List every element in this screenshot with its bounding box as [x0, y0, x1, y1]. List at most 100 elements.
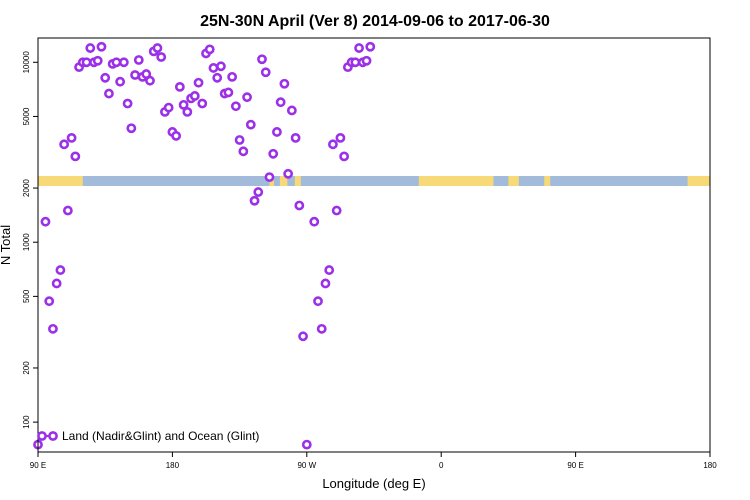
data-point	[260, 67, 271, 78]
legend-marker-right	[48, 431, 58, 441]
data-point	[189, 91, 200, 101]
data-point	[339, 151, 350, 162]
x-axis-ticks: 90 E 180 90 W 0 90 E 180	[30, 452, 717, 470]
data-point	[104, 88, 114, 99]
data-point	[331, 205, 342, 216]
data-point	[130, 70, 140, 80]
data-point	[163, 102, 174, 113]
y-tick-label: 500	[22, 289, 31, 303]
data-point	[290, 132, 301, 143]
data-point	[92, 55, 103, 66]
land-segment	[508, 176, 519, 186]
data-point	[316, 323, 327, 334]
data-point	[156, 52, 167, 62]
data-point	[66, 132, 77, 143]
land-segment	[279, 176, 288, 186]
data-point	[100, 72, 111, 83]
data-point	[145, 75, 155, 86]
data-point	[309, 216, 320, 227]
data-point	[365, 41, 376, 52]
data-point	[301, 439, 312, 450]
legend: Land (Nadir&Glint) and Ocean (Glint)	[37, 429, 259, 443]
data-point	[283, 168, 294, 179]
data-point	[81, 57, 92, 68]
data-point	[268, 148, 279, 159]
data-point	[51, 278, 62, 289]
data-point	[286, 105, 297, 116]
land-segment	[687, 176, 710, 186]
land-ocean-strip	[38, 176, 710, 186]
y-tick-label: 2000	[22, 179, 31, 197]
y-tick-label: 1000	[22, 233, 31, 251]
data-point	[193, 77, 204, 88]
x-tick-label: 180	[703, 461, 717, 470]
data-point	[178, 99, 189, 110]
y-tick-label: 10000	[22, 51, 31, 74]
x-tick-label: 180	[166, 461, 180, 470]
data-point	[48, 323, 58, 334]
data-point	[126, 123, 137, 134]
data-point	[122, 98, 133, 109]
data-point	[230, 101, 241, 112]
plot-frame	[37, 37, 711, 453]
data-point	[174, 81, 185, 92]
data-point	[44, 296, 55, 307]
data-point	[324, 265, 335, 275]
data-point	[354, 43, 364, 53]
y-tick-label: 5000	[22, 107, 31, 125]
data-point	[294, 200, 305, 211]
data-point	[253, 187, 264, 197]
data-point	[320, 278, 331, 289]
data-point	[238, 146, 249, 157]
x-tick-label: 90 E	[30, 461, 46, 470]
data-point	[216, 61, 226, 72]
data-point	[171, 130, 182, 141]
data-point	[115, 76, 126, 87]
land-segment	[544, 176, 551, 186]
data-point	[227, 71, 238, 82]
data-point	[298, 331, 308, 342]
data-point	[350, 57, 361, 68]
ocean-band	[38, 176, 710, 186]
data-point	[40, 216, 51, 227]
data-point	[279, 78, 290, 89]
y-axis-ticks: 100 200 500 1000 2000 5000 10000	[22, 51, 38, 429]
data-point	[62, 205, 73, 216]
data-point	[55, 265, 66, 275]
x-tick-label: 0	[439, 461, 444, 470]
data-point	[133, 55, 144, 65]
legend-marker-left	[37, 431, 47, 441]
data-point	[212, 72, 223, 83]
x-tick-label: 90 W	[297, 461, 316, 470]
data-point	[111, 57, 122, 68]
data-point	[328, 139, 338, 150]
data-points	[33, 41, 376, 450]
data-point	[182, 106, 193, 117]
y-axis-label: N Total	[0, 225, 13, 265]
data-point	[208, 63, 219, 73]
data-point	[197, 98, 208, 109]
x-axis-label: Longitude (deg E)	[322, 476, 425, 491]
data-point	[272, 127, 282, 137]
data-point	[264, 172, 275, 183]
data-point	[59, 139, 70, 150]
data-point	[361, 55, 372, 66]
data-point	[85, 43, 96, 53]
land-segment	[294, 176, 301, 186]
data-point	[118, 57, 129, 68]
land-segment	[418, 176, 494, 186]
data-point	[313, 296, 323, 307]
data-point	[257, 54, 267, 65]
x-tick-label: 90 E	[567, 461, 583, 470]
chart-title: 25N-30N April (Ver 8) 2014-09-06 to 2017…	[200, 13, 550, 30]
y-tick-label: 100	[22, 415, 31, 429]
data-point	[249, 195, 260, 206]
data-point	[204, 44, 215, 55]
y-tick-label: 200	[22, 361, 31, 375]
land-segment	[38, 176, 83, 186]
data-point	[70, 151, 81, 162]
data-point	[223, 87, 234, 98]
data-point	[96, 41, 107, 52]
data-point	[234, 135, 245, 145]
